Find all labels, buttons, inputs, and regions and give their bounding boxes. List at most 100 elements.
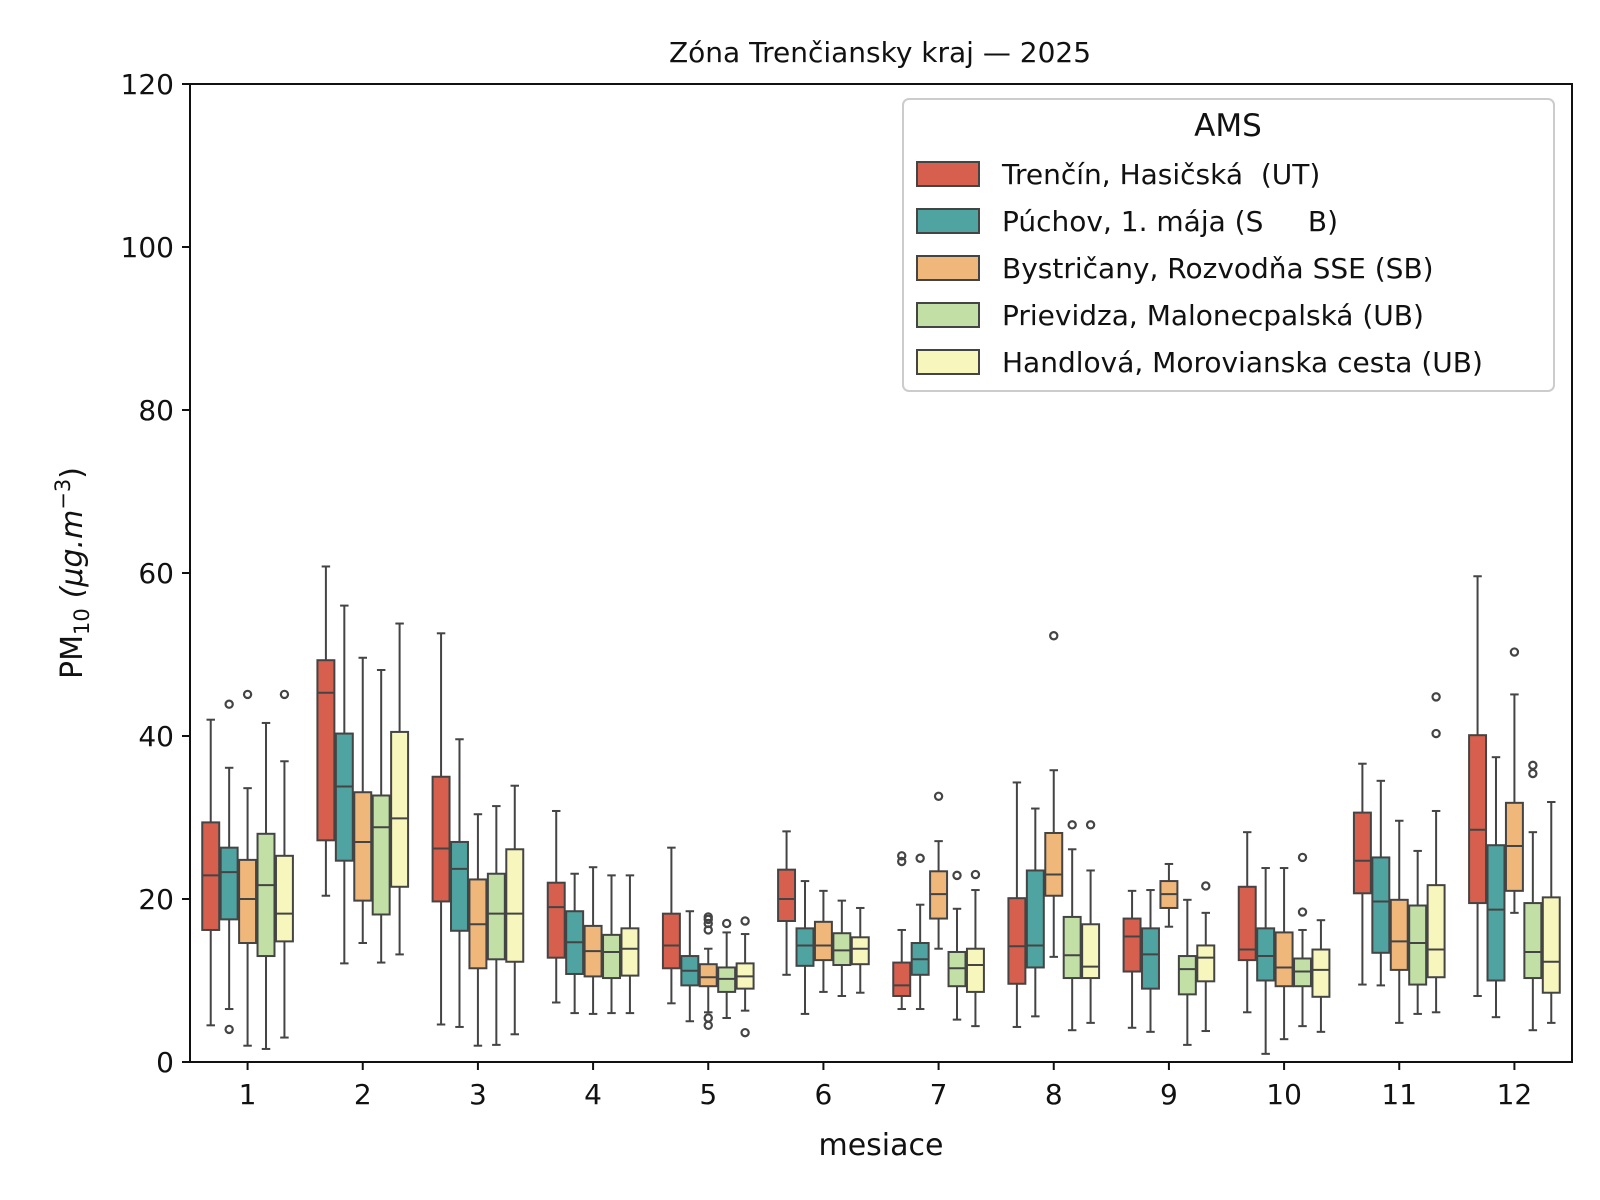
x-tick-label: 6 xyxy=(815,1078,833,1111)
box-iqr xyxy=(813,920,833,962)
box-iqr xyxy=(661,912,681,970)
box xyxy=(1486,756,1506,1019)
outlier xyxy=(970,869,981,880)
box-iqr xyxy=(777,868,797,923)
box-group-month-6 xyxy=(777,830,870,1015)
legend-label: Bystričany, Rozvodňa SSE (SB) xyxy=(1002,252,1434,285)
box xyxy=(795,880,815,1015)
box-group-month-1 xyxy=(201,689,294,1050)
box xyxy=(1408,849,1428,1015)
box xyxy=(602,874,621,1015)
x-tick-label: 12 xyxy=(1497,1078,1533,1111)
box xyxy=(468,813,488,1047)
box-iqr xyxy=(316,659,336,842)
x-tick-label: 10 xyxy=(1266,1078,1302,1111)
outlier xyxy=(1431,728,1441,739)
x-axis-label: mesiace xyxy=(819,1128,944,1163)
outlier xyxy=(224,1024,234,1035)
chart-title: Zóna Trenčiansky kraj — 2025 xyxy=(669,36,1091,69)
box-iqr xyxy=(602,933,621,980)
box-iqr xyxy=(1196,944,1216,983)
box-iqr xyxy=(1177,955,1197,996)
box xyxy=(620,874,640,1015)
box xyxy=(1256,867,1276,1055)
box xyxy=(1389,819,1409,1024)
x-tick-label: 5 xyxy=(699,1078,717,1111)
box xyxy=(238,689,258,1047)
box xyxy=(390,622,410,956)
box-iqr xyxy=(850,936,870,966)
box xyxy=(334,604,354,965)
box-group-month-3 xyxy=(431,632,525,1047)
box xyxy=(1293,852,1312,1028)
legend-item: Prievidza, Malonecpalská (UB) xyxy=(916,299,1424,332)
box xyxy=(505,784,525,1036)
box-group-month-4 xyxy=(546,809,640,1015)
box xyxy=(546,809,566,1004)
outlier xyxy=(703,912,713,922)
box-iqr xyxy=(965,947,985,993)
legend-item: Handlová, Morovianska cesta (UB) xyxy=(916,346,1483,379)
box-group-month-12 xyxy=(1468,575,1561,1032)
box xyxy=(1541,801,1561,1024)
outlier xyxy=(897,851,907,861)
x-tick-label: 3 xyxy=(469,1078,487,1111)
box-iqr xyxy=(256,832,276,958)
box-iqr xyxy=(353,791,373,902)
box xyxy=(201,718,221,1027)
legend: AMS Trenčín, Hasičská (UT) Púchov, 1. máj… xyxy=(902,98,1555,392)
outlier xyxy=(897,856,907,867)
x-axis: 1 2 3 4 5 6 7 8 9 10 11 12 xyxy=(239,1062,1533,1111)
svg-text:PM10(μg.m−3): PM10 (μg.m−3) xyxy=(51,467,94,679)
x-tick-label: 9 xyxy=(1160,1078,1178,1111)
box-group-month-8 xyxy=(1007,631,1101,1032)
legend-frame xyxy=(902,98,1555,392)
box-iqr xyxy=(431,775,451,903)
y-axis-label-exponent: −3 xyxy=(51,479,75,510)
legend-swatch xyxy=(916,302,980,328)
legend-item: Trenčín, Hasičská (UT) xyxy=(916,158,1320,191)
box xyxy=(371,668,391,964)
box-iqr xyxy=(486,872,506,961)
box-iqr xyxy=(238,858,258,945)
box-iqr xyxy=(1426,884,1446,979)
box-iqr xyxy=(1025,869,1045,969)
box xyxy=(929,791,949,950)
outlier xyxy=(224,699,234,709)
box-iqr xyxy=(1486,844,1506,982)
box xyxy=(777,830,797,976)
box-iqr xyxy=(698,963,718,988)
outlier xyxy=(740,1027,750,1038)
box xyxy=(486,805,506,1046)
outlier xyxy=(279,689,290,700)
outlier xyxy=(1297,907,1308,917)
box xyxy=(1504,647,1524,914)
outlier xyxy=(952,870,962,881)
box-group-month-7 xyxy=(892,791,985,1028)
box-iqr xyxy=(450,840,469,932)
legend-label: Prievidza, Malonecpalská (UB) xyxy=(1002,299,1424,332)
box-iqr xyxy=(505,848,525,963)
box xyxy=(1025,807,1045,1018)
box xyxy=(1274,867,1294,1041)
legend-swatch xyxy=(916,349,980,375)
box-iqr xyxy=(1311,948,1331,998)
y-tick-label: 120 xyxy=(121,68,174,101)
outlier xyxy=(740,916,750,926)
x-tick-label: 11 xyxy=(1381,1078,1417,1111)
legend-swatch xyxy=(916,255,980,281)
box xyxy=(813,889,833,993)
box xyxy=(1141,889,1160,1033)
outlier xyxy=(1067,820,1077,830)
box-iqr xyxy=(1122,917,1142,973)
plot-frame xyxy=(189,83,1573,1063)
outlier xyxy=(1528,760,1538,771)
x-tick-label: 1 xyxy=(239,1078,257,1111)
box xyxy=(565,872,585,1015)
legend-label: Trenčín, Hasičská (UT) xyxy=(1001,158,1320,191)
box xyxy=(431,632,451,1026)
box xyxy=(1523,760,1543,1032)
box-iqr xyxy=(795,927,815,967)
box-group-month-9 xyxy=(1122,862,1216,1046)
